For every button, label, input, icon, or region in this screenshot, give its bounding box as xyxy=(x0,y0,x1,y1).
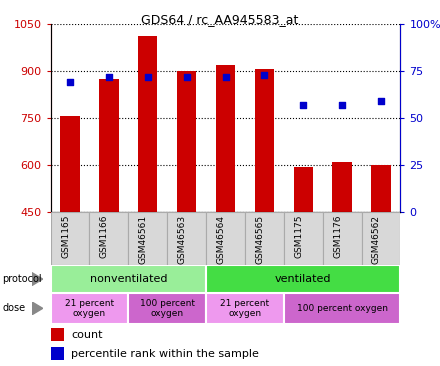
Bar xyxy=(128,212,167,265)
Text: GSM46563: GSM46563 xyxy=(178,215,187,264)
Text: protocol: protocol xyxy=(2,274,42,284)
Text: GSM1165: GSM1165 xyxy=(61,215,70,258)
Bar xyxy=(167,212,206,265)
Bar xyxy=(177,71,196,212)
Text: GSM46565: GSM46565 xyxy=(255,215,264,264)
Text: percentile rank within the sample: percentile rank within the sample xyxy=(71,349,259,359)
Bar xyxy=(323,212,362,265)
Text: GSM1175: GSM1175 xyxy=(294,215,303,258)
Bar xyxy=(89,212,128,265)
Bar xyxy=(284,293,400,324)
Polygon shape xyxy=(32,302,43,315)
Bar xyxy=(138,36,158,212)
Text: 100 percent
oxygen: 100 percent oxygen xyxy=(140,299,195,318)
Text: 100 percent oxygen: 100 percent oxygen xyxy=(297,304,388,313)
Bar xyxy=(128,293,206,324)
Point xyxy=(144,74,151,79)
Bar xyxy=(206,265,400,293)
Bar xyxy=(51,347,64,361)
Bar xyxy=(216,65,235,212)
Text: GSM1166: GSM1166 xyxy=(100,215,109,258)
Bar xyxy=(371,165,391,212)
Bar xyxy=(284,212,323,265)
Bar xyxy=(293,167,313,212)
Text: ventilated: ventilated xyxy=(275,274,331,284)
Text: 21 percent
oxygen: 21 percent oxygen xyxy=(220,299,269,318)
Text: GDS64 / rc_AA945583_at: GDS64 / rc_AA945583_at xyxy=(141,13,299,26)
Text: count: count xyxy=(71,330,103,340)
Bar xyxy=(362,212,400,265)
Bar xyxy=(99,79,119,212)
Text: GSM46564: GSM46564 xyxy=(216,215,226,264)
Text: GSM1176: GSM1176 xyxy=(333,215,342,258)
Text: nonventilated: nonventilated xyxy=(90,274,167,284)
Bar xyxy=(51,265,206,293)
Polygon shape xyxy=(32,272,43,285)
Point xyxy=(261,72,268,78)
Bar xyxy=(51,328,64,341)
Bar xyxy=(51,212,89,265)
Point xyxy=(339,102,346,108)
Bar xyxy=(255,69,274,212)
Point xyxy=(378,98,385,104)
Point xyxy=(66,79,73,85)
Text: 21 percent
oxygen: 21 percent oxygen xyxy=(65,299,114,318)
Point xyxy=(106,74,113,79)
Bar xyxy=(51,293,128,324)
Text: GSM46562: GSM46562 xyxy=(372,215,381,264)
Point xyxy=(183,74,190,79)
Bar xyxy=(206,293,284,324)
Bar xyxy=(245,212,284,265)
Text: dose: dose xyxy=(2,303,26,313)
Bar xyxy=(60,116,80,212)
Bar xyxy=(206,212,245,265)
Point xyxy=(222,74,229,79)
Point xyxy=(300,102,307,108)
Text: GSM46561: GSM46561 xyxy=(139,215,148,264)
Bar xyxy=(332,162,352,212)
